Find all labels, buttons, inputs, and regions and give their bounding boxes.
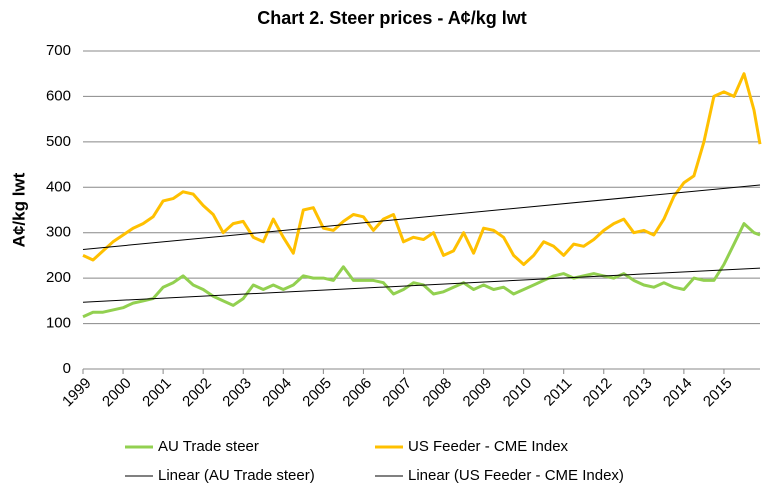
x-tick-label: 2002 bbox=[179, 375, 215, 411]
series-line bbox=[82, 184, 761, 250]
y-tick-label: 400 bbox=[46, 178, 71, 195]
y-tick-label: 300 bbox=[46, 224, 71, 241]
legend-label: AU Trade steer bbox=[158, 438, 259, 455]
x-tick-label: 2013 bbox=[620, 375, 656, 411]
y-tick-label: 700 bbox=[46, 42, 71, 59]
legend-label: Linear (AU Trade steer) bbox=[158, 467, 315, 484]
chart-title: Chart 2. Steer prices - A¢/kg lwt bbox=[257, 8, 526, 28]
x-tick-label: 2006 bbox=[339, 375, 375, 411]
y-tick-label: 0 bbox=[63, 360, 71, 377]
y-tick-label: 500 bbox=[46, 133, 71, 150]
y-tick-label: 600 bbox=[46, 87, 71, 104]
x-tick-label: 2004 bbox=[259, 375, 295, 411]
x-tick-label: 2007 bbox=[379, 375, 415, 411]
x-tick-label: 2009 bbox=[460, 375, 496, 411]
legend-label: Linear (US Feeder - CME Index) bbox=[408, 467, 624, 484]
x-tick-label: 2000 bbox=[99, 375, 135, 411]
series-line bbox=[82, 267, 761, 303]
y-tick-label: 100 bbox=[46, 315, 71, 332]
x-tick-label: 2003 bbox=[219, 375, 255, 411]
x-tick-label: 2015 bbox=[700, 375, 736, 411]
x-tick-label: 2008 bbox=[420, 375, 456, 411]
legend-label: US Feeder - CME Index bbox=[408, 438, 569, 455]
x-tick-label: 2012 bbox=[580, 375, 616, 411]
x-tick-label: 2014 bbox=[660, 375, 696, 411]
y-axis-label: A¢/kg lwt bbox=[9, 172, 28, 247]
x-tick-label: 2011 bbox=[541, 375, 576, 410]
x-tick-label: 2001 bbox=[139, 375, 175, 411]
x-tick-label: 2010 bbox=[500, 375, 536, 411]
x-tick-label: 1999 bbox=[59, 375, 95, 411]
x-tick-label: 2005 bbox=[299, 375, 335, 411]
series-line bbox=[82, 72, 762, 266]
y-tick-label: 200 bbox=[46, 269, 71, 286]
